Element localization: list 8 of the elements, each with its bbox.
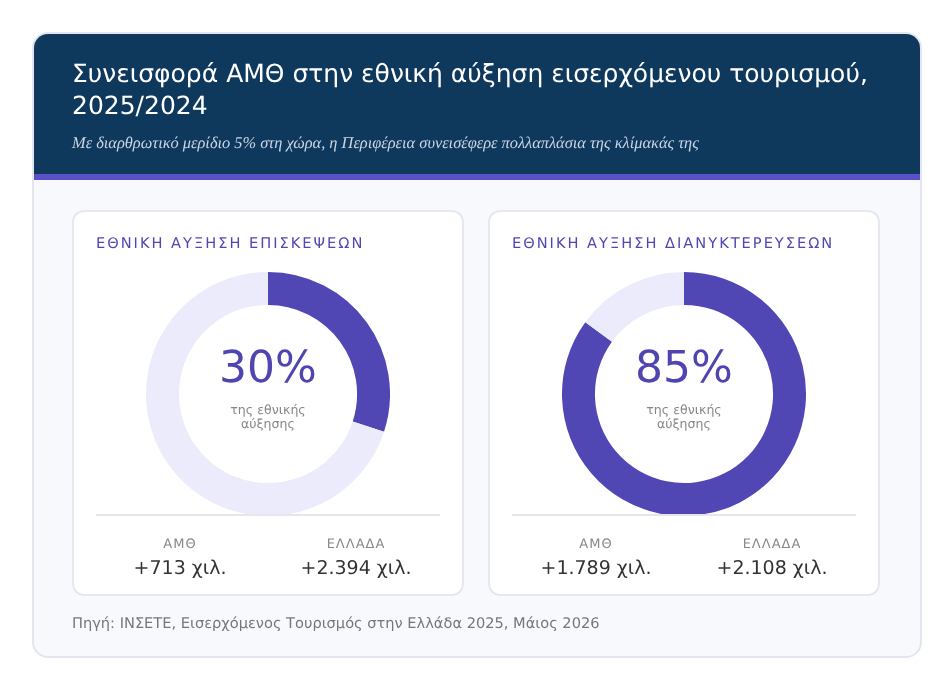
text: +1.789 χιλ. bbox=[538, 558, 654, 580]
text: Συνεισφορά ΑΜΘ στην εθνική αύξηση εισερχόμενου τουρισμού, 2025/2024 bbox=[72, 58, 870, 122]
text: 30% bbox=[217, 344, 319, 394]
text: +713 χιλ. bbox=[131, 558, 229, 580]
text: Με διαρθρωτικό μερίδιο 5% στη χώρα, η Περιφέρεια συνεισέφερε πολλαπλάσια της κλίμακάς της bbox=[72, 134, 701, 152]
text: 85% bbox=[633, 344, 735, 394]
text: +2.394 χιλ. bbox=[298, 558, 414, 580]
text: +2.108 χιλ. bbox=[714, 558, 830, 580]
